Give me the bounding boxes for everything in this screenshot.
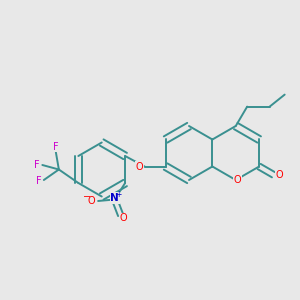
Text: F: F: [34, 160, 40, 170]
Text: O: O: [135, 161, 143, 172]
Text: N: N: [110, 193, 119, 203]
Text: O: O: [120, 213, 128, 223]
Text: O: O: [276, 170, 283, 180]
Text: O: O: [233, 175, 241, 185]
Text: +: +: [115, 190, 122, 199]
Text: O: O: [88, 196, 95, 206]
Text: −: −: [83, 192, 91, 203]
Text: F: F: [36, 176, 42, 187]
Text: F: F: [53, 142, 59, 152]
